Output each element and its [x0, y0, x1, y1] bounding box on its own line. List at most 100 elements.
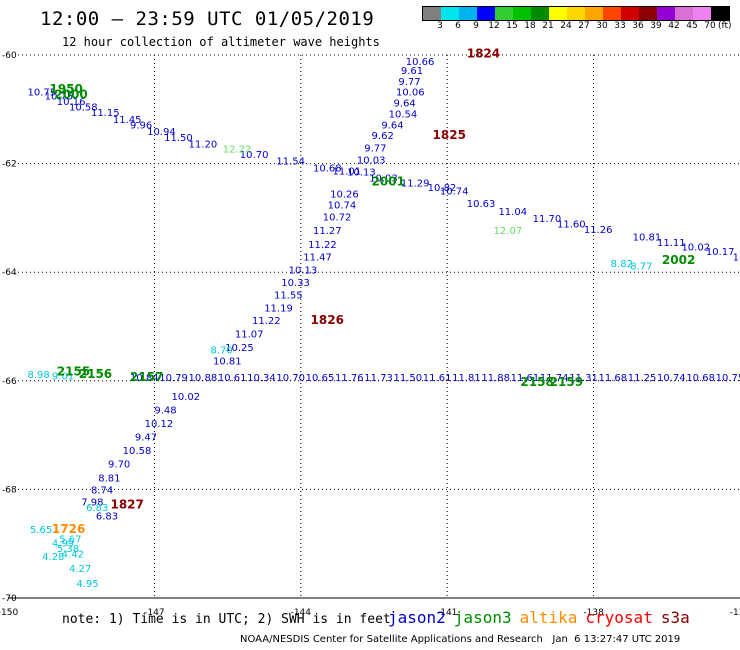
- color-scale-unit: (ft): [718, 21, 732, 31]
- y-tick-label: -66: [2, 377, 17, 387]
- color-swatch: [495, 7, 513, 20]
- color-swatch: [693, 7, 711, 20]
- data-point-label: 5.65: [30, 525, 52, 536]
- legend-item-altika: altika: [519, 608, 578, 627]
- data-point-label: 10.61: [218, 373, 247, 384]
- data-point-label: 11.22: [252, 316, 281, 327]
- color-tick-label: 9: [473, 21, 479, 31]
- color-swatch: [423, 7, 441, 20]
- footer-note: note: 1) Time is in UTC; 2) SWH is in fe…: [62, 612, 391, 627]
- data-point-label: 9.64: [394, 99, 416, 110]
- color-tick-label: 6: [455, 21, 461, 31]
- color-tick-label: 24: [560, 21, 572, 31]
- data-point-label: 11.81: [452, 373, 481, 384]
- time-label: 1950: [49, 82, 82, 96]
- data-point-label: 10.75: [45, 92, 74, 103]
- color-tick-label: 70: [704, 21, 716, 31]
- data-point-label: 10.58: [123, 446, 152, 457]
- data-point-label: 8.74: [91, 486, 113, 497]
- color-tick-label: 12: [488, 21, 500, 31]
- data-point-label: 10.94: [147, 127, 176, 138]
- data-point-label: 10.68: [313, 164, 342, 175]
- data-point-label: 10.81: [213, 357, 242, 368]
- data-point-label: 5.38: [57, 544, 79, 555]
- data-point-label: 11.74: [540, 373, 569, 384]
- data-point-label: 11.04: [498, 207, 527, 218]
- color-swatch: [531, 7, 549, 20]
- data-point-label: 11.27: [313, 226, 342, 237]
- color-tick-label: 36: [632, 21, 644, 31]
- legend-item-cryosat: cryosat: [585, 608, 653, 627]
- data-point-label: 11.70: [533, 214, 562, 225]
- data-point-label: 12.07: [494, 226, 523, 237]
- data-point-label: 6.83: [86, 503, 108, 514]
- color-swatch: [477, 7, 495, 20]
- color-tick-label: 39: [650, 21, 662, 31]
- color-tick-label: 30: [596, 21, 608, 31]
- y-tick-label: -62: [2, 160, 17, 170]
- data-point-label: 11.88: [481, 373, 510, 384]
- x-tick-label: -138: [583, 608, 604, 618]
- chart-subtitle: 12 hour collection of altimeter wave hei…: [62, 35, 380, 49]
- color-swatch: [657, 7, 675, 20]
- data-point-label: 10.84: [130, 373, 159, 384]
- data-point-label: 9.47: [135, 433, 157, 444]
- data-point-label: 4.27: [69, 564, 91, 575]
- data-point-label: 10.63: [467, 199, 496, 210]
- data-point-label: 10.34: [247, 373, 276, 384]
- time-label: 1726: [52, 522, 85, 536]
- data-point-label: 11.68: [598, 373, 627, 384]
- color-swatch: [549, 7, 567, 20]
- color-tick-label: 3: [437, 21, 443, 31]
- data-point-label: 11.25: [628, 373, 657, 384]
- data-point-label: 4.42: [62, 549, 84, 560]
- data-point-label: 10.33: [281, 278, 310, 289]
- credit-line: NOAA/NESDIS Center for Satellite Applica…: [240, 634, 681, 645]
- time-label: 2159: [550, 375, 583, 389]
- data-point-label: 10.66: [406, 57, 435, 68]
- time-label: 2156: [79, 367, 112, 381]
- data-point-label: 10.03: [357, 156, 386, 167]
- data-point-label: 8.98: [28, 370, 50, 381]
- color-swatch: [639, 7, 657, 20]
- time-label: 2001: [372, 174, 405, 188]
- data-point-label: 11.47: [303, 252, 332, 263]
- data-point-label: 10.68: [686, 373, 715, 384]
- data-point-label: 10.74: [440, 187, 469, 198]
- data-point-label: 10.70: [240, 150, 269, 161]
- time-label: 2002: [662, 253, 695, 267]
- color-swatch: [567, 7, 585, 20]
- data-point-label: 11.61: [511, 373, 540, 384]
- data-point-label: 9.64: [381, 120, 403, 131]
- x-tick-label: -135: [730, 608, 740, 618]
- data-point-label: 10.02: [171, 392, 200, 403]
- data-point-label: 8.70: [211, 346, 233, 357]
- data-point-label: 10.58: [69, 102, 98, 113]
- time-label: 1825: [433, 128, 466, 142]
- data-point-label: 10.26: [330, 189, 359, 200]
- data-point-label: 10.16: [57, 97, 86, 108]
- data-point-label: 10.25: [225, 343, 254, 354]
- data-point-label: 10.03: [369, 174, 398, 185]
- data-point-label: 11.73: [364, 373, 393, 384]
- time-label: 2000: [54, 87, 87, 101]
- data-point-label: 11.26: [584, 225, 613, 236]
- data-point-label: 11.07: [235, 329, 264, 340]
- data-point-label: 11.60: [557, 220, 586, 231]
- data-point-label: 11.50: [394, 373, 423, 384]
- data-point-label: 10.13: [347, 168, 376, 179]
- data-point-label: 10.02: [681, 242, 710, 253]
- data-point-label: 7.98: [81, 498, 103, 509]
- data-point-label: 11.20: [189, 139, 218, 150]
- data-point-label: 12.22: [223, 145, 252, 156]
- color-swatch: [711, 7, 729, 20]
- color-scale-ticks: 3 6 9 12 15 18 21 24 27 30 33 36 39 42 45 70: [422, 21, 730, 31]
- color-tick-label: 45: [686, 21, 698, 31]
- data-point-label: 6.83: [96, 511, 118, 522]
- data-point-label: 4.95: [76, 579, 98, 590]
- data-point-label: 10.65: [306, 373, 335, 384]
- data-point-label: 9.77: [364, 144, 386, 155]
- x-tick-label: -144: [291, 608, 312, 618]
- data-point-label: 8.77: [630, 261, 652, 272]
- data-point-label: 11.54: [276, 157, 305, 168]
